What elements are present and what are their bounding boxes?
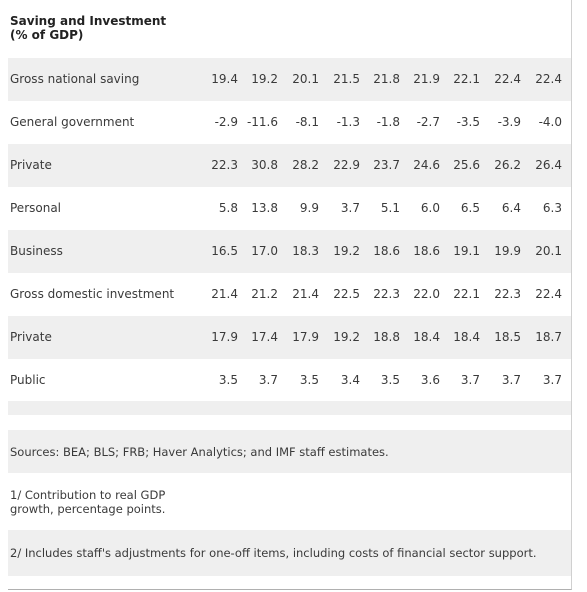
cell-value: 18.4: [453, 330, 480, 344]
cell-value: 26.4: [535, 158, 562, 172]
table-row: Gross national saving 19.4 19.2 20.1 21.5 21.…: [8, 58, 571, 101]
table-row: Personal 5.8 13.8 9.9 3.7 5.1 6.0 6.5 6.4 6.3: [8, 187, 571, 230]
sources-note: Sources: BEA; BLS; FRB; Haver Analytics;…: [10, 445, 389, 459]
cell-value: 3.5: [380, 373, 400, 387]
cell-value: 21.4: [292, 287, 319, 301]
cell-value: 28.2: [292, 158, 319, 172]
cell-value: 18.4: [413, 330, 440, 344]
footnote-band: [8, 530, 571, 576]
cell-value: 19.1: [453, 244, 480, 258]
cell-value: 3.7: [258, 373, 278, 387]
cell-value: 22.9: [333, 158, 360, 172]
cell-value: 6.5: [460, 201, 480, 215]
cell-value: 17.4: [251, 330, 278, 344]
cell-value: 21.8: [373, 72, 400, 86]
cell-value: 19.4: [211, 72, 238, 86]
spacer-band: [8, 401, 571, 415]
row-label: Business: [10, 244, 63, 258]
table-row: Public 3.5 3.7 3.5 3.4 3.5 3.6 3.7 3.7 3.7: [8, 359, 571, 402]
cell-value: 22.4: [535, 287, 562, 301]
row-label: Private: [10, 330, 52, 344]
cell-value: -8.1: [295, 115, 319, 129]
cell-value: 3.7: [542, 373, 562, 387]
cell-value: 3.7: [501, 373, 521, 387]
cell-value: 23.7: [373, 158, 400, 172]
cell-value: 30.8: [251, 158, 278, 172]
cell-value: 21.2: [251, 287, 278, 301]
cell-value: 18.6: [373, 244, 400, 258]
cell-value: 5.8: [218, 201, 238, 215]
cell-value: 3.7: [340, 201, 360, 215]
cell-value: 20.1: [292, 72, 319, 86]
table-row: Gross domestic investment 21.4 21.2 21.4 22.…: [8, 273, 571, 316]
cell-value: 21.9: [413, 72, 440, 86]
cell-value: 3.5: [218, 373, 238, 387]
cell-value: 26.2: [494, 158, 521, 172]
row-label: Public: [10, 373, 46, 387]
cell-value: 6.0: [420, 201, 440, 215]
cell-value: 18.5: [494, 330, 521, 344]
cell-value: -2.9: [214, 115, 238, 129]
cell-value: 6.4: [501, 201, 521, 215]
table-row: Business 16.5 17.0 18.3 19.2 18.6 18.6 19.1 19.9…: [8, 230, 571, 273]
cell-value: 17.9: [211, 330, 238, 344]
cell-value: 5.1: [380, 201, 400, 215]
table-row: Private 22.3 30.8 28.2 22.9 23.7 24.6 25.6 26.2 2…: [8, 144, 571, 187]
cell-value: 22.5: [333, 287, 360, 301]
cell-value: 20.1: [535, 244, 562, 258]
sources-band: [8, 430, 571, 473]
row-label: Gross national saving: [10, 72, 140, 86]
cell-value: 22.4: [535, 72, 562, 86]
cell-value: 24.6: [413, 158, 440, 172]
row-label: Private: [10, 158, 52, 172]
row-label: General government: [10, 115, 135, 129]
cell-value: 18.6: [413, 244, 440, 258]
cell-value: 22.3: [494, 287, 521, 301]
cell-value: 19.2: [251, 72, 278, 86]
cell-value: 17.0: [251, 244, 278, 258]
cell-value: -3.5: [456, 115, 480, 129]
cell-value: 18.3: [292, 244, 319, 258]
cell-value: -3.9: [497, 115, 521, 129]
table-row: Private 17.9 17.4 17.9 19.2 18.8 18.4 18.4 18.5 1…: [8, 316, 571, 359]
cell-value: 19.9: [494, 244, 521, 258]
cell-value: -1.3: [336, 115, 360, 129]
table-row: General government -2.9 -11.6 -8.1 -1.3 -1.8 -…: [8, 101, 571, 144]
cell-value: 22.4: [494, 72, 521, 86]
table-title: Saving and Investment (% of GDP): [10, 14, 167, 42]
cell-value: 3.6: [420, 373, 440, 387]
cell-value: 9.9: [299, 201, 319, 215]
row-label: Gross domestic investment: [10, 287, 175, 301]
cell-value: 6.3: [542, 201, 562, 215]
cell-value: 18.8: [373, 330, 400, 344]
cell-value: 3.5: [299, 373, 319, 387]
cell-value: 3.4: [340, 373, 360, 387]
cell-value: 22.3: [211, 158, 238, 172]
cell-value: 19.2: [333, 244, 360, 258]
row-label: Personal: [10, 201, 62, 215]
footnote: 1/ Contribution to real GDP growth, perc…: [10, 488, 166, 516]
table-frame: Saving and Investment (% of GDP) Gross n…: [8, 0, 572, 590]
cell-value: 22.1: [453, 287, 480, 301]
cell-value: -2.7: [416, 115, 440, 129]
cell-value: 25.6: [453, 158, 480, 172]
cell-value: 21.4: [211, 287, 238, 301]
cell-value: 17.9: [292, 330, 319, 344]
cell-value: 21.5: [333, 72, 360, 86]
footnote: 2/ Includes staff's adjustments for one-…: [10, 546, 537, 560]
cell-value: 22.1: [453, 72, 480, 86]
cell-value: -4.0: [538, 115, 562, 129]
cell-value: 22.3: [373, 287, 400, 301]
cell-value: 18.7: [535, 330, 562, 344]
cell-value: 3.7: [460, 373, 480, 387]
cell-value: 16.5: [211, 244, 238, 258]
cell-value: -1.8: [376, 115, 400, 129]
cell-value: 22.0: [413, 287, 440, 301]
cell-value: -11.6: [246, 115, 278, 129]
cell-value: 13.8: [251, 201, 278, 215]
cell-value: 19.2: [333, 330, 360, 344]
